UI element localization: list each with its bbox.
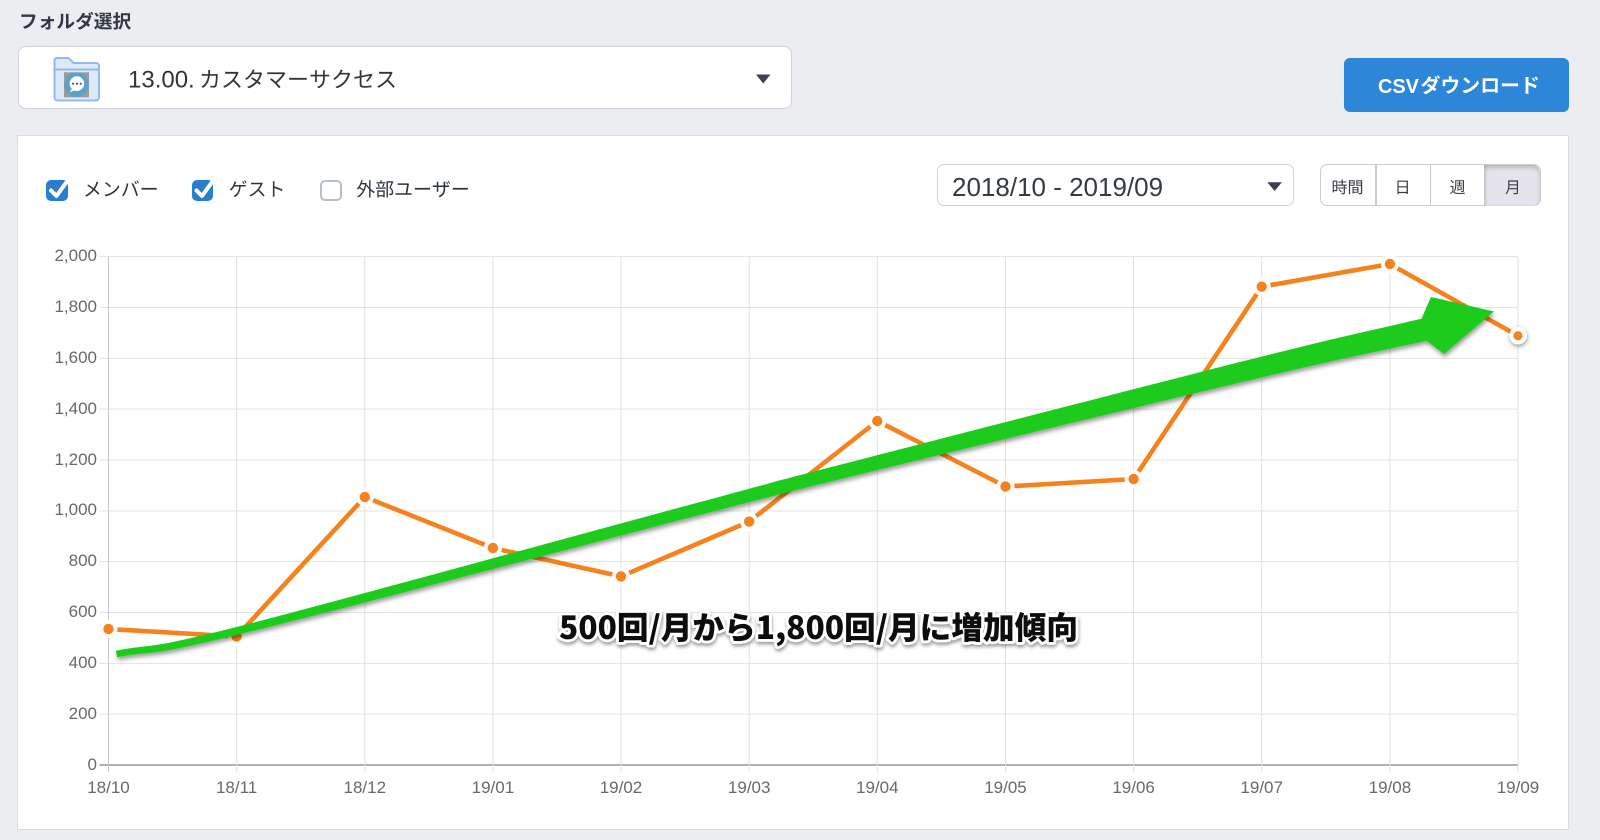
svg-text:13.00.: 13.00. [128, 67, 195, 94]
svg-text:CSV: CSV [1378, 76, 1420, 98]
